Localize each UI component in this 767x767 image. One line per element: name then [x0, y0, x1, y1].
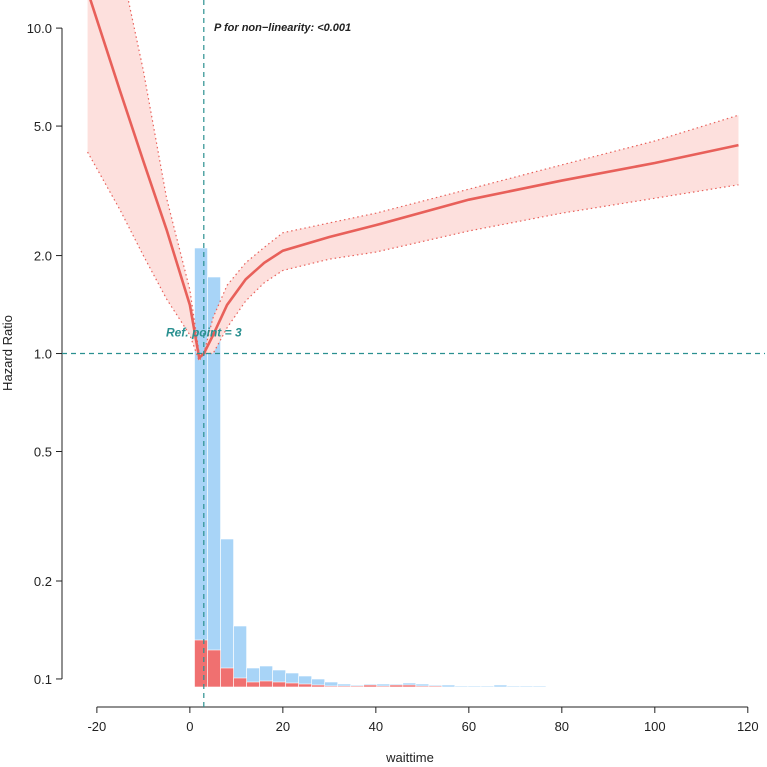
- histogram-bar: [233, 677, 247, 688]
- histogram: [194, 247, 547, 688]
- histogram-bar: [376, 685, 391, 688]
- annotation: P for non−linearity: <0.001: [214, 22, 351, 34]
- y-tick-label: 0.1: [34, 672, 52, 687]
- lower-ci-line: [87, 151, 739, 363]
- histogram-bar: [337, 685, 352, 688]
- histogram-bar: [428, 685, 443, 688]
- confidence-band: [87, 0, 739, 361]
- histogram-bar: [207, 649, 221, 688]
- histogram-bar: [519, 685, 534, 688]
- histogram-bar: [220, 538, 234, 688]
- histogram-bar: [194, 247, 208, 688]
- histogram-bar: [441, 684, 456, 688]
- histogram-bar: [194, 639, 208, 688]
- histogram-bar: [532, 685, 547, 688]
- y-tick-label: 0.5: [34, 444, 52, 459]
- histogram-bar: [298, 683, 312, 688]
- histogram-bar: [415, 685, 430, 688]
- histogram-bar: [389, 684, 404, 688]
- histogram-bar: [363, 684, 378, 688]
- histogram-bar: [506, 685, 521, 688]
- x-tick-label: 20: [276, 719, 290, 734]
- histogram-bar: [272, 681, 286, 688]
- histogram-bar: [467, 685, 482, 688]
- histogram-bar: [311, 684, 325, 688]
- x-tick-label: 100: [644, 719, 666, 734]
- histogram-bar: [402, 684, 417, 688]
- curve-group: [87, 0, 739, 363]
- histogram-bar: [493, 684, 508, 688]
- y-axis-label: Hazard Ratio: [0, 315, 15, 391]
- x-tick-label: 120: [737, 719, 759, 734]
- histogram-bar: [285, 682, 299, 688]
- x-tick-label: 0: [186, 719, 193, 734]
- y-tick-label: 1.0: [34, 347, 52, 362]
- x-tick-label: 40: [369, 719, 383, 734]
- y-tick-label: 0.2: [34, 574, 52, 589]
- histogram-bar: [259, 680, 273, 688]
- histogram-bar: [246, 681, 260, 688]
- x-tick-label: 60: [462, 719, 476, 734]
- y-tick-label: 10.0: [27, 21, 52, 36]
- histogram-bar: [220, 667, 234, 688]
- histogram-bar: [350, 685, 365, 688]
- histogram-bar: [480, 685, 495, 688]
- histogram-bar: [324, 685, 339, 688]
- x-axis-label: waittime: [385, 750, 434, 765]
- histogram-bar: [454, 685, 469, 688]
- y-tick-label: 5.0: [34, 119, 52, 134]
- x-tick-label: -20: [87, 719, 106, 734]
- hazard-line: [89, 0, 739, 361]
- ref-label: Ref. point = 3: [166, 326, 242, 340]
- x-tick-label: 80: [555, 719, 569, 734]
- y-tick-label: 2.0: [34, 249, 52, 264]
- upper-ci-line: [127, 0, 739, 355]
